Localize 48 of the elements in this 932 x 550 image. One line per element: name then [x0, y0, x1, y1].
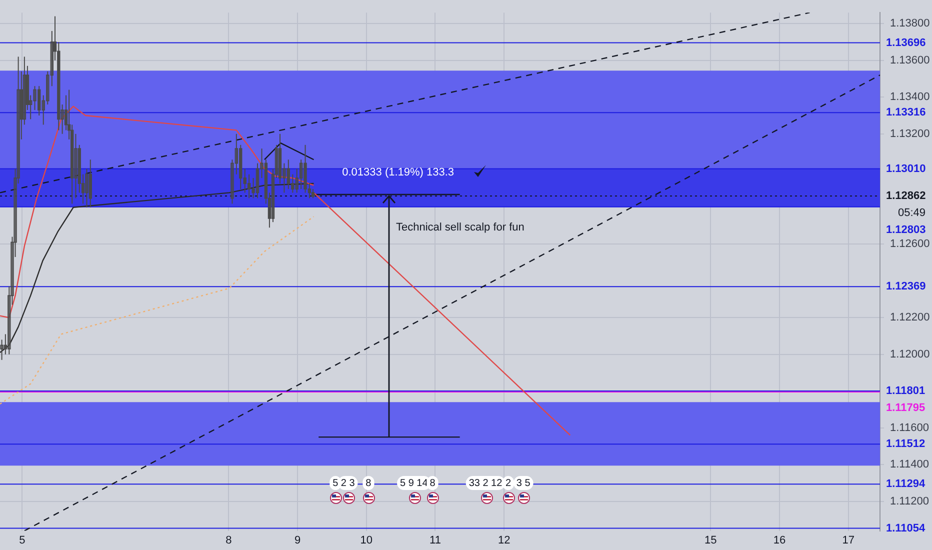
annotation: 2 [505, 478, 512, 489]
annotation: Technical sell scalp for fun [396, 222, 524, 234]
y-tick-label: 1.13800 [890, 18, 930, 30]
y-tick-label: 1.13600 [890, 54, 930, 66]
candlestick [33, 86, 36, 110]
y-tick-label: 1.11400 [890, 458, 929, 471]
x-tick-label: 11 [430, 534, 441, 546]
x-tick-label: 16 [773, 534, 786, 546]
y-tick-label: 1.12000 [890, 348, 930, 360]
candlestick [85, 168, 88, 208]
x-tick-label: 5 [19, 534, 26, 546]
y-tick-label: 1.12600 [890, 238, 930, 250]
annotation: 8 [430, 478, 436, 489]
y-tick-label: 1.13400 [890, 91, 930, 104]
y-tick-label: 1.11200 [890, 495, 929, 508]
x-tick-label: 8 [226, 534, 232, 546]
ref-line-label: 1.12862 [886, 190, 926, 202]
ref-line-label: 1.13010 [886, 162, 926, 175]
x-tick-label: 12 [498, 534, 510, 546]
ref-line-label: 1.11795 [886, 402, 926, 414]
x-tick-label: 10 [360, 534, 373, 546]
ref-line-label: 1.11294 [886, 478, 926, 490]
annotation: 8 [366, 478, 372, 489]
candlestick [0, 339, 4, 360]
ref-line-label: 1.11801 [886, 384, 926, 397]
annotation: 5 9 14 [400, 478, 428, 489]
text: 05:49 [898, 207, 926, 220]
ref-line-label: 1.13316 [886, 106, 926, 119]
annotation: 33 2 12 [468, 478, 503, 489]
candlestick [74, 133, 78, 199]
y-tick-label: 1.13200 [890, 128, 930, 140]
ref-line-label: 1.11512 [886, 438, 926, 450]
ref-line-label: 1.12369 [886, 280, 926, 293]
annotation: 2 3 [340, 478, 356, 489]
annotation: 0.01333 (1.19%) 133.3 [342, 166, 454, 178]
annotation: 3 5 [516, 478, 531, 489]
x-tick-label: 17 [842, 534, 854, 546]
ref-line-label: 1.12803 [886, 224, 926, 236]
ref-line-label: 1.13696 [886, 36, 926, 49]
annotation: 5 [332, 478, 339, 489]
y-tick-label: 1.11600 [890, 422, 929, 434]
candlestick [299, 159, 303, 190]
y-tick-label: 1.12200 [890, 312, 930, 324]
x-tick-label: 9 [294, 534, 301, 546]
x-tick-label: 15 [704, 534, 717, 546]
candlestick [256, 162, 260, 199]
ref-line-label: 1.11054 [886, 522, 926, 534]
line-series [0, 216, 314, 405]
